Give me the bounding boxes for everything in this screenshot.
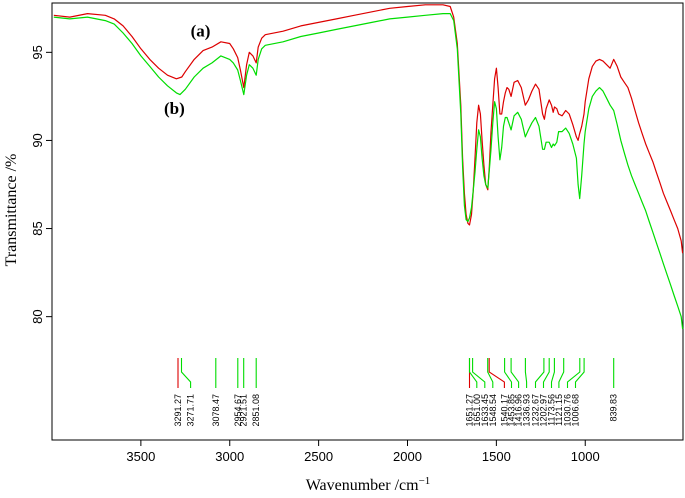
peak-tick [504,358,513,388]
y-axis-ticks: 80 85 90 95 [30,45,52,324]
peak-tick [550,358,555,388]
peak-label: 3291.27 [173,394,183,427]
x-axis-label-sup: −1 [419,475,431,487]
x-tick-label: 2000 [393,449,422,464]
peak-label: 1651.00 [472,394,482,427]
peak-label: 1006.68 [570,394,580,427]
x-axis-label: Wavenumber /cm−1 [306,475,431,494]
series-line-b [53,13,684,330]
peak-label: 1548.54 [488,394,498,427]
spectra [53,4,684,330]
plot-frame [51,2,684,441]
peak-label: 1416.96 [514,394,524,427]
peak-tick [488,358,505,388]
peak-label: 3078.47 [211,394,221,427]
x-tick-label: 2500 [304,449,333,464]
x-axis-label-main: Wavenumber /cm [306,477,419,494]
x-axis-ticks: 3500 3000 2500 2000 1500 1000 [126,440,600,464]
peak-tick [558,358,565,388]
x-tick-label: 3500 [126,449,155,464]
peak-tick [566,358,581,388]
peak-label: 3271.71 [186,394,196,427]
annotation-a: (a) [191,21,211,40]
x-tick-label: 1500 [482,449,511,464]
peak-label: 1651.27 [464,394,474,427]
peak-tick [524,358,528,388]
peak-tick [510,358,520,388]
peak-tick [574,358,585,388]
y-tick-label: 95 [30,45,45,59]
peak-label: 2921.51 [239,394,249,427]
series-line-a [53,4,684,254]
peak-label: 1453.85 [506,394,516,427]
x-tick-label: 3000 [215,449,244,464]
peak-label: 1202.97 [538,394,548,427]
x-tick-label: 1000 [571,449,600,464]
peak-label: 2851.08 [251,394,261,427]
y-tick-label: 80 [30,309,45,323]
peak-label: 1232.67 [530,394,540,427]
peak-label: 1336.93 [522,394,532,427]
peak-label: 1121.15 [554,394,564,426]
peak-tick [472,358,486,388]
y-tick-label: 85 [30,221,45,235]
peak-tick [180,358,192,388]
annotation-b: (b) [164,99,185,118]
peak-label: 1173.56 [546,394,556,426]
y-tick-label: 90 [30,133,45,147]
peak-tick [468,358,478,388]
peak-label: 839.83 [609,394,619,422]
peak-label: 1540.17 [499,394,509,427]
peak-label: 2954.67 [233,394,243,427]
y-axis-label: Transmittance /% [3,154,20,267]
peak-tick [487,358,494,388]
peak-tick [534,358,545,388]
peak-label: 1030.76 [562,394,572,427]
peak-label: 1633.45 [480,394,490,427]
peak-tick [542,358,550,388]
